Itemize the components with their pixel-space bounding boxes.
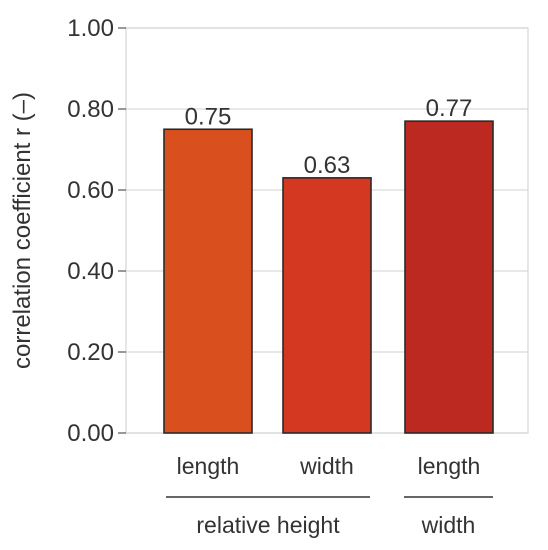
bar-value-label: 0.63 bbox=[304, 152, 351, 179]
y-axis-title: correlation coefficient r (–) bbox=[9, 92, 36, 369]
bar-value-label: 0.77 bbox=[426, 95, 473, 122]
y-axis-tick-labels: 0.00 0.20 0.40 0.60 0.80 1.00 bbox=[67, 15, 126, 447]
x-group-label: relative height bbox=[196, 512, 340, 538]
y-tick-label: 0.40 bbox=[67, 258, 114, 285]
x-category-label: width bbox=[299, 453, 354, 479]
y-tick-label: 0.00 bbox=[67, 420, 114, 447]
x-group-label: width bbox=[421, 512, 476, 538]
bar bbox=[404, 120, 494, 434]
bar-value-label: 0.75 bbox=[185, 103, 232, 130]
bar bbox=[282, 177, 372, 434]
y-tick-label: 0.20 bbox=[67, 339, 114, 366]
bar bbox=[163, 128, 253, 434]
y-tick-label: 0.80 bbox=[67, 96, 114, 123]
y-tick-label: 0.60 bbox=[67, 177, 114, 204]
x-axis-category-labels: length width length bbox=[177, 453, 481, 479]
x-category-label: length bbox=[177, 453, 240, 479]
y-tick-label: 1.00 bbox=[67, 15, 114, 42]
x-axis-group-labels: relative height width bbox=[166, 496, 493, 538]
bars: 0.75 0.63 0.77 bbox=[163, 95, 494, 434]
x-category-label: length bbox=[418, 453, 481, 479]
